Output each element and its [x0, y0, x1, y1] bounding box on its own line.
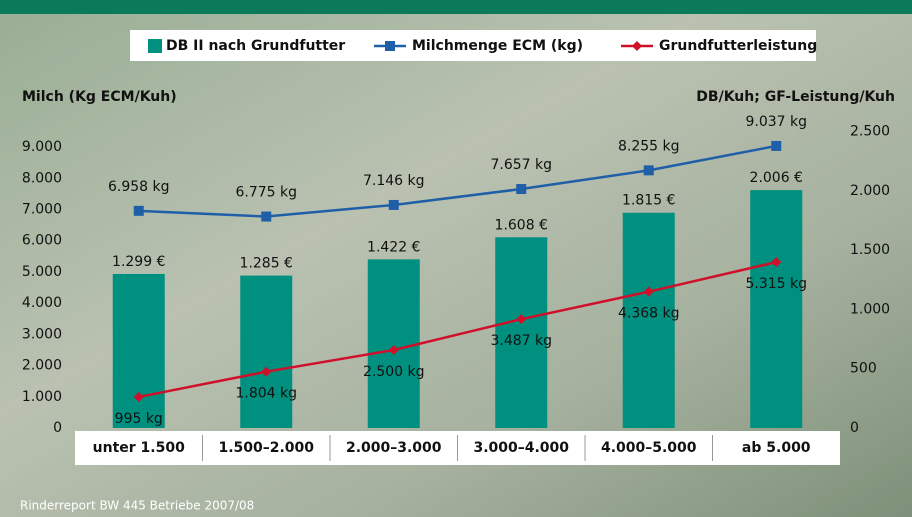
y-tick-label: 8.000: [22, 170, 62, 186]
line-value-label: 6.775 kg: [235, 185, 297, 201]
source-note: Rinderreport BW 445 Betriebe 2007/08: [20, 499, 254, 513]
line-marker: [389, 200, 399, 210]
y-tick-label: 4.000: [22, 295, 62, 311]
y-tick-label: 3.000: [22, 326, 62, 342]
bar-value-label: 1.608 €: [495, 217, 548, 233]
y2-tick-label: 2.000: [850, 183, 890, 199]
y2-tick-label: 2.500: [850, 124, 890, 140]
legend-marker: [385, 41, 395, 51]
y-tick-label: 0: [53, 420, 62, 436]
line-marker: [516, 184, 526, 194]
x-tick-label: unter 1.500: [93, 440, 185, 456]
line-value-label: 9.037 kg: [745, 114, 807, 130]
line-value-label: 3.487 kg: [490, 333, 552, 349]
y-tick-label: 2.000: [22, 358, 62, 374]
title-banner: [0, 0, 912, 14]
line-marker: [261, 212, 271, 222]
line-value-label: 7.657 kg: [490, 157, 552, 173]
line-value-label: 6.958 kg: [108, 179, 170, 195]
bar: [240, 276, 292, 428]
bar-value-label: 1.422 €: [367, 239, 420, 255]
chart: Milch (Kg ECM/Kuh) DB/Kuh; GF-Leistung/K…: [0, 0, 912, 517]
line-value-label: 2.500 kg: [363, 364, 425, 380]
line-value-label: 1.804 kg: [235, 386, 297, 402]
line-value-label: 4.368 kg: [618, 306, 680, 322]
y2-tick-label: 1.000: [850, 301, 890, 317]
y2-tick-label: 500: [850, 361, 877, 377]
bar-value-label: 2.006 €: [750, 170, 803, 186]
y-tick-label: 6.000: [22, 233, 62, 249]
bar-value-label: 1.285 €: [240, 256, 293, 272]
x-tick-label: 3.000–4.000: [473, 440, 569, 456]
line-marker: [134, 206, 144, 216]
legend-label: DB II nach Grundfutter: [166, 38, 345, 54]
x-tick-label: 2.000–3.000: [346, 440, 442, 456]
y2-axis-title: DB/Kuh; GF-Leistung/Kuh: [696, 89, 895, 105]
y-tick-label: 9.000: [22, 139, 62, 155]
y2-tick-label: 1.500: [850, 242, 890, 258]
line-value-label: 995 kg: [115, 411, 163, 427]
line-value-label: 8.255 kg: [618, 138, 680, 154]
x-tick-label: 1.500–2.000: [218, 440, 314, 456]
bar: [113, 274, 165, 428]
x-tick-label: ab 5.000: [742, 440, 811, 456]
y-axis-title: Milch (Kg ECM/Kuh): [22, 89, 177, 105]
line-value-label: 7.146 kg: [363, 173, 425, 189]
y2-tick-label: 0: [850, 420, 859, 436]
y-tick-label: 1.000: [22, 389, 62, 405]
line-marker: [771, 141, 781, 151]
bar: [368, 259, 420, 428]
bar-value-label: 1.299 €: [112, 254, 165, 270]
legend-label: Grundfutterleistung: [659, 38, 817, 54]
bar-value-label: 1.815 €: [622, 193, 675, 209]
line-value-label: 5.315 kg: [745, 276, 807, 292]
y-tick-label: 7.000: [22, 202, 62, 218]
bar: [750, 190, 802, 428]
line-marker: [644, 165, 654, 175]
legend-swatch: [148, 39, 162, 53]
legend-label: Milchmenge ECM (kg): [412, 38, 583, 54]
y-tick-label: 5.000: [22, 264, 62, 280]
x-tick-label: 4.000–5.000: [601, 440, 697, 456]
